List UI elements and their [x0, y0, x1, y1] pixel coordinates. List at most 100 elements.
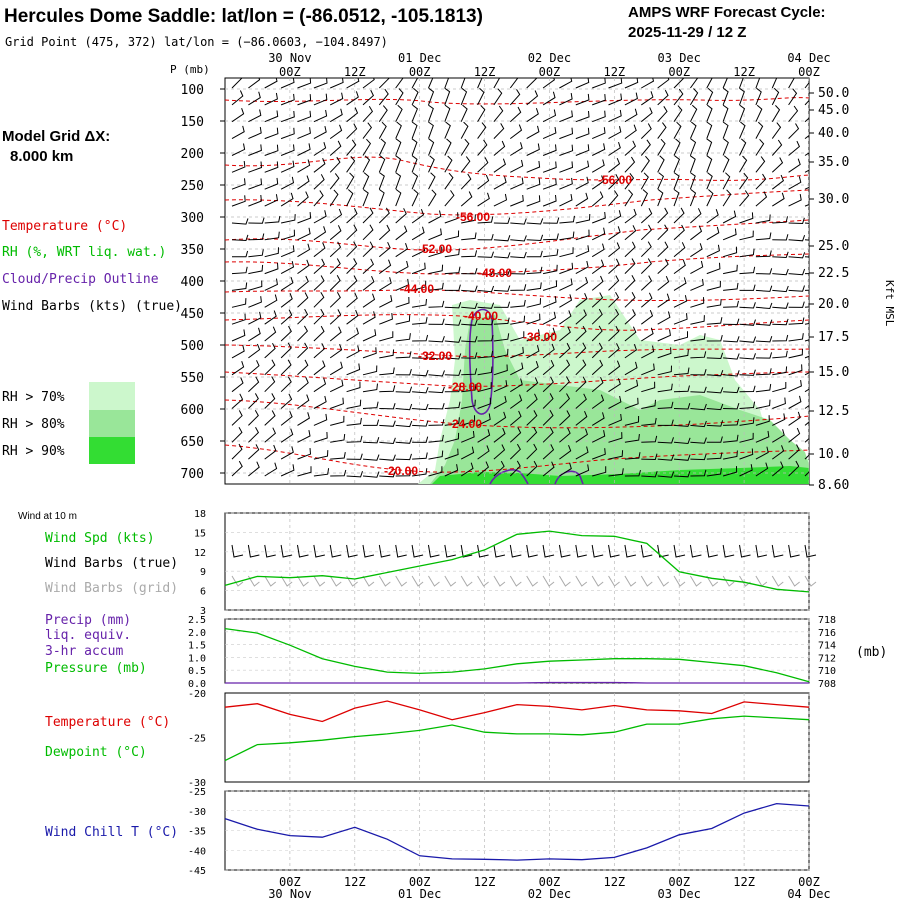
wind-barb: [330, 452, 346, 460]
wind-barb: [624, 208, 637, 224]
wind-barb: [412, 317, 428, 325]
wind-barb: [772, 366, 788, 376]
wind-barb: [362, 138, 372, 156]
wind-barb: [788, 317, 805, 325]
height-label: 17.5: [818, 330, 849, 345]
wind-barb: [788, 395, 802, 409]
wind-barb-grid: [280, 575, 293, 587]
wind-barb: [411, 104, 419, 122]
wind-barb: [412, 352, 429, 359]
wind-barb: [510, 315, 526, 325]
wind-barb-true: [264, 544, 276, 558]
legend-precip-2: liq. equiv.: [45, 628, 131, 643]
wind-barb: [739, 172, 749, 190]
wind-barb: [526, 426, 538, 443]
wind-barb: [559, 376, 570, 393]
wind-barb: [689, 155, 696, 173]
wind-barb: [772, 429, 785, 443]
wind-barb: [739, 284, 756, 291]
wind-barb: [641, 399, 656, 409]
wind-barb: [428, 300, 445, 308]
rh-70-swatch: [89, 382, 135, 410]
wind-barb: [231, 361, 245, 376]
wind-barb: [412, 403, 429, 411]
wind-barb: [264, 161, 279, 173]
wind-barb: [346, 345, 360, 359]
wind-barb: [771, 139, 783, 156]
wind-barb: [723, 418, 739, 426]
wind-barb: [460, 462, 474, 477]
wind-barb: [362, 224, 374, 241]
wind-barb: [526, 361, 539, 376]
wind-barb: [608, 125, 622, 140]
wind-barb: [444, 385, 461, 393]
wind-barb: [755, 104, 763, 122]
wind-barb: [313, 174, 325, 190]
wind-barb: [657, 383, 673, 393]
wind-barb: [723, 450, 738, 460]
wind-barb: [477, 233, 494, 241]
wind-barb: [493, 268, 511, 276]
wind-barb: [231, 178, 246, 190]
isotherm-label: -52.00: [418, 242, 452, 256]
wind-barb: [313, 378, 327, 393]
legend-precip: Precip (mm): [45, 613, 131, 628]
wind-barb: [542, 410, 554, 426]
wind-barb: [444, 448, 459, 460]
wind-barb: [231, 426, 243, 443]
wind-barb: [706, 155, 713, 173]
isotherm-label: -48.00: [478, 266, 512, 280]
legend-wind-chill: Wind Chill T (°C): [45, 825, 178, 840]
wind-barb: [428, 172, 436, 190]
wind-barb: [689, 121, 697, 139]
wind-barb: [248, 426, 260, 443]
wind-barb: [493, 333, 510, 342]
wind-barb: [739, 190, 750, 207]
pressure-label: 650: [181, 435, 204, 450]
sounding-panel: -56.00 -56.00 -52.00 -48.00 -44.00 -40.0…: [170, 63, 896, 493]
wind-barb: [231, 108, 245, 123]
isotherm-line: [225, 314, 809, 331]
wind-barb: [280, 376, 292, 393]
wind-barb: [772, 268, 789, 276]
wind-barb: [608, 413, 622, 426]
wind-barb: [706, 244, 720, 258]
wind-barb: [641, 310, 654, 325]
wind-barb: [444, 230, 460, 241]
wind-barb: [395, 351, 412, 359]
wind-barb: [248, 161, 263, 173]
wind-barb: [542, 280, 558, 291]
wind-barb: [362, 207, 374, 224]
wind-barb: [542, 359, 555, 376]
wind-barb-true: [689, 544, 702, 558]
time-tick-label: 00Z: [279, 65, 301, 79]
wind-barb: [624, 309, 636, 325]
wind-barb: [444, 302, 462, 309]
wind-barb: [248, 109, 262, 123]
temp-axis-label: -25: [188, 734, 206, 745]
wind-barb: [722, 228, 737, 241]
wind-barb: [411, 121, 418, 139]
wind-barb-grid: [689, 575, 702, 587]
wind-barb: [428, 104, 434, 122]
wind-barb-grid: [542, 575, 555, 587]
wind-barb: [477, 87, 485, 106]
chill-axis-label: -45: [188, 866, 206, 877]
wind-barb: [755, 87, 762, 106]
wind-barb: [280, 276, 294, 291]
wind-barb: [657, 293, 670, 308]
wind-barb-true: [673, 544, 686, 558]
wind-barb: [297, 78, 312, 89]
wind-barb: [280, 160, 295, 173]
wind-barb: [477, 366, 493, 376]
wind-barb: [592, 466, 607, 477]
wind-speed-line: [224, 530, 810, 593]
wind-barb: [297, 275, 309, 291]
wind-barb: [444, 104, 451, 122]
wind-barb: [264, 342, 276, 359]
wind-barb: [739, 155, 748, 173]
wind-barb: [248, 264, 264, 275]
wind-barb: [280, 411, 293, 426]
wind-barb: [690, 278, 704, 291]
